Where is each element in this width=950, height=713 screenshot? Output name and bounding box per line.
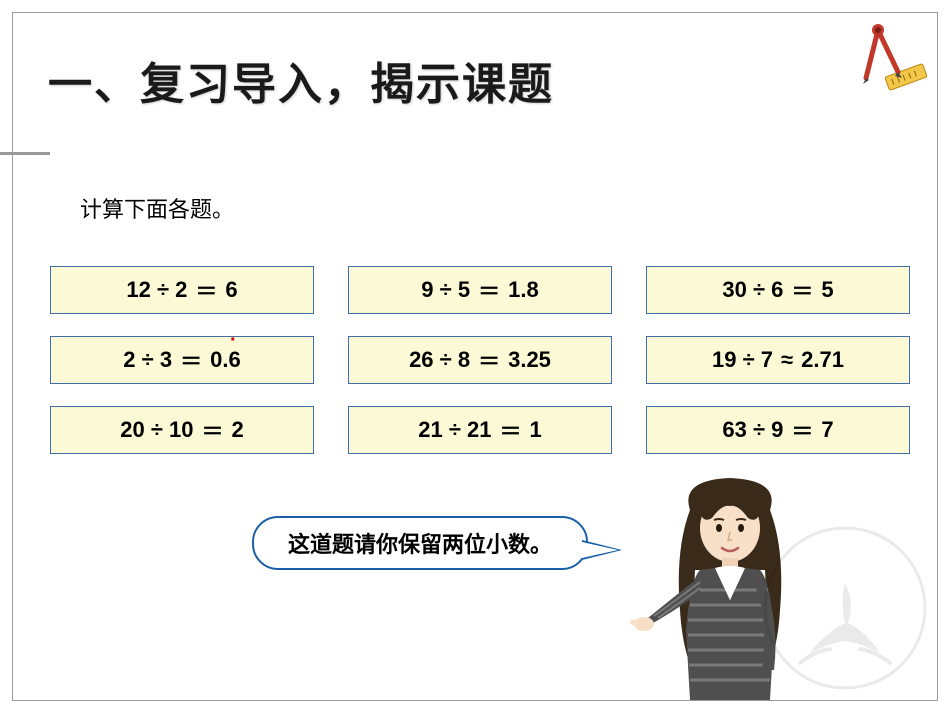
problem-answer: 3.25 (508, 347, 551, 373)
problem-answer: 7 (821, 417, 833, 443)
compass-ruler-icon (848, 20, 928, 100)
equals-sign: ＝ (478, 344, 500, 376)
problem-cell: 63 ÷ 9 ＝ 7 (646, 406, 910, 454)
problems-grid: 12 ÷ 2 ＝ 6 9 ÷ 5 ＝ 1.8 30 ÷ 6 ＝ 5 2 ÷ 3 ＝ 0.6 26 ÷ 8… (50, 266, 910, 454)
speech-bubble: 这道题请你保留两位小数。 (252, 516, 588, 570)
problem-cell: 12 ÷ 2 ＝ 6 (50, 266, 314, 314)
instruction-text: 计算下面各题。 (80, 192, 234, 224)
equals-sign: ＝ (201, 414, 223, 446)
equals-sign: ＝ (791, 274, 813, 306)
problem-cell: 21 ÷ 21 ＝ 1 (348, 406, 612, 454)
problem-answer: 1 (530, 417, 542, 443)
problem-answer: 5 (821, 277, 833, 303)
problem-expression: 63 ÷ 9 (722, 417, 783, 443)
problem-expression: 21 ÷ 21 (418, 417, 491, 443)
equals-sign: ＝ (195, 274, 217, 306)
speech-text: 这道题请你保留两位小数。 (288, 527, 552, 559)
problem-expression: 12 ÷ 2 (126, 277, 187, 303)
problem-expression: 30 ÷ 6 (722, 277, 783, 303)
problem-cell: 20 ÷ 10 ＝ 2 (50, 406, 314, 454)
equals-sign: ≈ (781, 347, 793, 373)
problem-answer: 1.8 (508, 277, 539, 303)
problem-expression: 9 ÷ 5 (421, 277, 470, 303)
equals-sign: ＝ (791, 414, 813, 446)
problem-cell: 30 ÷ 6 ＝ 5 (646, 266, 910, 314)
equals-sign: ＝ (499, 414, 521, 446)
problem-expression: 20 ÷ 10 (120, 417, 193, 443)
problem-cell: 9 ÷ 5 ＝ 1.8 (348, 266, 612, 314)
problem-expression: 19 ÷ 7 (712, 347, 773, 373)
problem-expression: 2 ÷ 3 (123, 347, 172, 373)
problem-answer: 6 (225, 277, 237, 303)
problem-expression: 26 ÷ 8 (409, 347, 470, 373)
equals-sign: ＝ (180, 344, 202, 376)
problem-cell: 26 ÷ 8 ＝ 3.25 (348, 336, 612, 384)
problem-answer: 2.71 (801, 347, 844, 373)
problem-cell: 2 ÷ 3 ＝ 0.6 (50, 336, 314, 384)
section-title: 一、复习导入，揭示课题 (48, 48, 554, 112)
problem-answer: 0.6 (210, 347, 241, 373)
equals-sign: ＝ (478, 274, 500, 306)
title-underline (0, 152, 50, 155)
watermark-logo (760, 523, 930, 693)
problem-answer: 2 (232, 417, 244, 443)
problem-cell: 19 ÷ 7 ≈2.71 (646, 336, 910, 384)
